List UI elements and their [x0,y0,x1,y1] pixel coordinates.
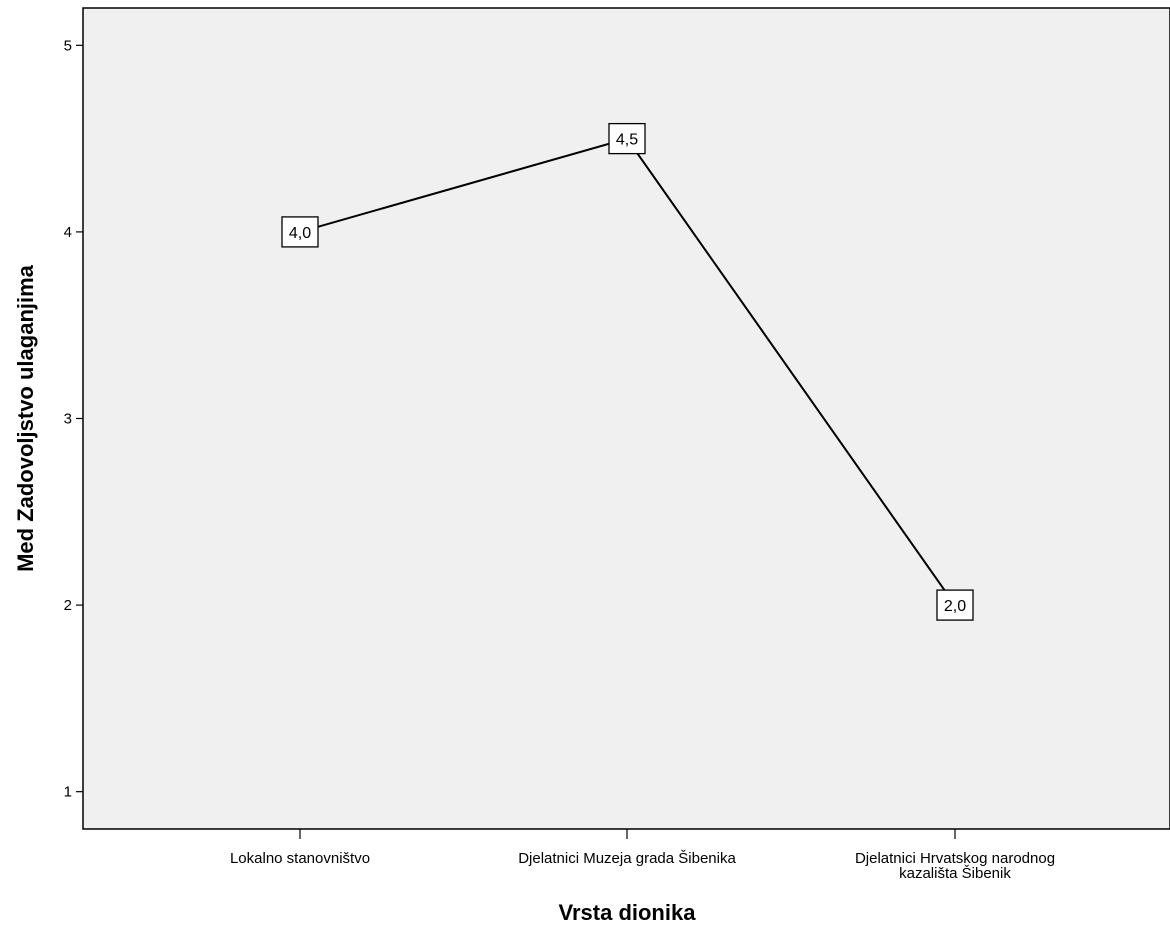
data-label-box [936,589,974,621]
y-axis: 1 2 3 4 5 [64,37,83,801]
data-label-text: 2,0 [944,598,966,615]
data-labels: 4,0 4,5 2,0 [281,122,974,621]
y-tick-label: 3 [64,411,72,428]
y-tick-label: 2 [64,597,72,614]
x-tick-label: Djelatnici Muzeja grada Šibenika [518,850,736,867]
x-axis: Lokalno stanovništvo Djelatnici Muzeja gr… [230,829,1055,882]
y-tick-label: 4 [64,224,72,241]
x-tick-label: Djelatnici Hrvatskog narodnog kazališta Š… [855,850,1055,882]
data-point-label: 4,0 [281,216,319,248]
data-point-label: 4,5 [608,122,646,155]
y-tick-label: 1 [64,784,72,801]
data-label-box [281,216,319,248]
data-label-box [608,122,646,155]
data-point-label: 2,0 [936,589,974,621]
y-tick-label: 5 [64,37,72,54]
data-label-text: 4,5 [616,132,638,149]
x-axis-title: Vrsta dionika [559,900,697,925]
data-label-text: 4,0 [289,225,311,242]
y-axis-title: Med Zadovoljstvo ulaganjima [13,264,38,572]
x-tick-label: Lokalno stanovništvo [230,850,370,867]
